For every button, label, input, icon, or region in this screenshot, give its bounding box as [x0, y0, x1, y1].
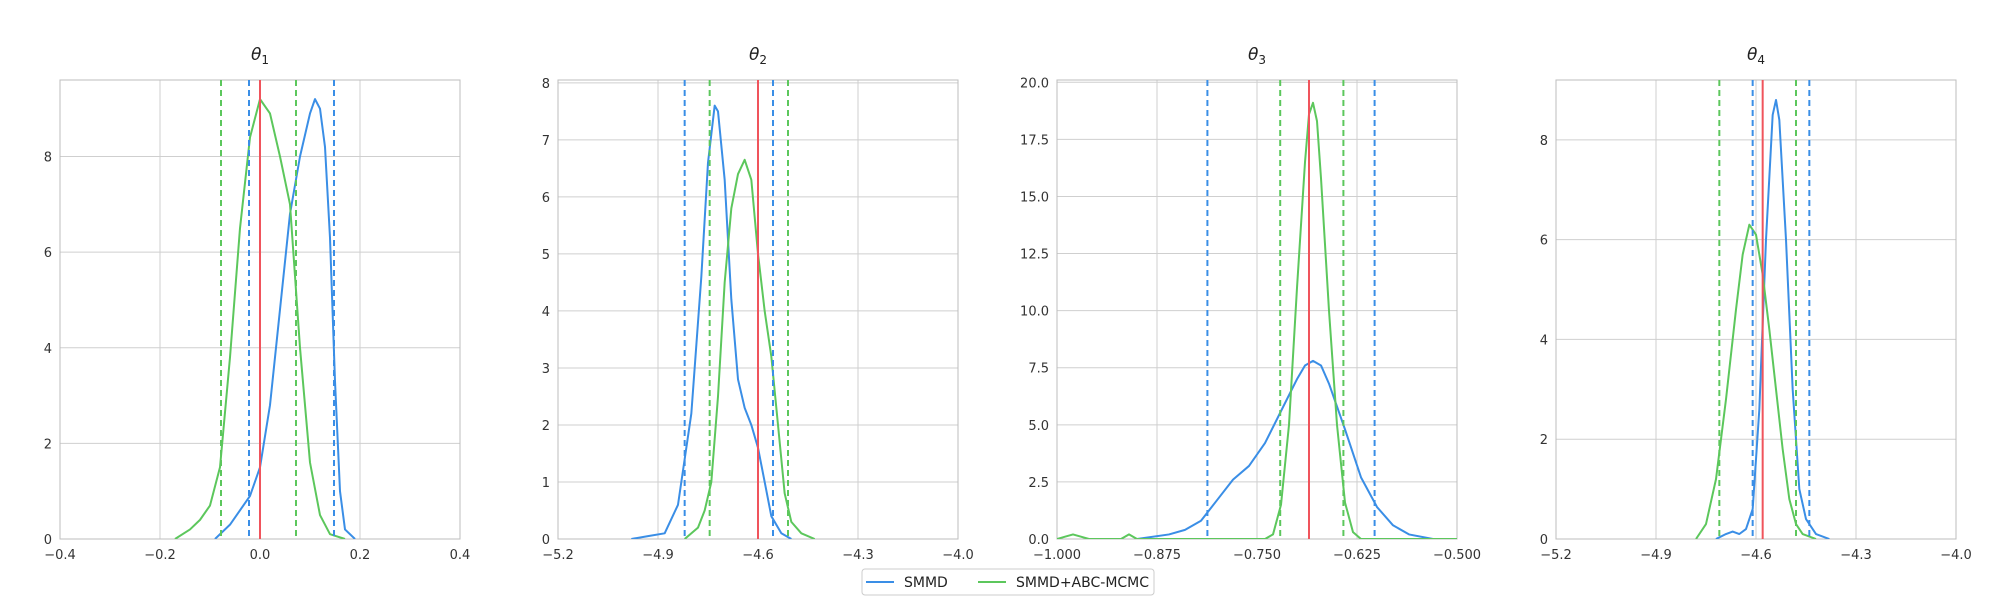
plot-content — [631, 80, 816, 539]
panels: −0.4 −0.2 0.0 0.2 0.4 0 2 4 6 8 θ1 −5.2 −4.9 −4.6 −4.3… — [44, 45, 1972, 563]
y-tick-label: 15.0 — [1020, 190, 1049, 205]
y-tick-label: 6 — [1540, 234, 1548, 249]
y-tick-label: 2 — [1540, 433, 1548, 448]
panel-title: θ3 — [1248, 45, 1266, 67]
y-tick-label: 2 — [44, 437, 52, 452]
x-tick-label: −0.4 — [44, 548, 76, 563]
y-tick-label: 20.0 — [1020, 76, 1049, 91]
y-tick-label: 10.0 — [1020, 305, 1049, 320]
legend-label-abc-mcmc: SMMD+ABC-MCMC — [1016, 575, 1149, 591]
y-tick-label: 12.5 — [1020, 248, 1049, 263]
y-tick-label: 17.5 — [1020, 133, 1049, 148]
x-tick-label: −4.9 — [1640, 548, 1672, 563]
x-tick-label: −0.625 — [1333, 548, 1381, 563]
legend-box — [861, 568, 1155, 596]
x-tick-label: −4.3 — [842, 548, 874, 563]
y-tick-label: 8 — [1540, 134, 1548, 149]
x-tick-label: −4.9 — [642, 548, 674, 563]
panel-title: θ4 — [1747, 45, 1765, 67]
y-tick-label: 5.0 — [1028, 419, 1049, 434]
x-tick-label: 0.2 — [350, 548, 371, 563]
plot-frame — [1555, 79, 1957, 540]
y-tick-label: 7 — [542, 134, 550, 149]
panel-theta-4: −5.2 −4.9 −4.6 −4.3 −4.0 0 2 4 6 8 θ4 — [1540, 45, 1972, 563]
x-tick-label: −5.2 — [1540, 548, 1572, 563]
x-tick-label: −0.875 — [1133, 548, 1181, 563]
y-tick-label: 4 — [1540, 333, 1548, 348]
plot-content — [174, 80, 356, 539]
x-tick-label: −1.000 — [1033, 548, 1081, 563]
panel-title: θ2 — [749, 45, 767, 67]
abc-mcmc-density-line — [1057, 101, 1457, 539]
x-tick-label: 0.4 — [450, 548, 471, 563]
y-tick-label: 1 — [542, 476, 550, 491]
x-tick-label: −4.6 — [1740, 548, 1772, 563]
y-tick-label: 0.0 — [1028, 533, 1049, 548]
plot-content — [1057, 80, 1457, 539]
y-tick-label: 2.5 — [1028, 476, 1049, 491]
x-tick-label: −0.2 — [144, 548, 176, 563]
y-tick-label: 8 — [542, 77, 550, 92]
x-tick-label: −4.3 — [1840, 548, 1872, 563]
x-tick-label: −5.2 — [542, 548, 574, 563]
panel-theta-1: −0.4 −0.2 0.0 0.2 0.4 0 2 4 6 8 θ1 — [44, 45, 471, 563]
y-tick-label: 0 — [44, 533, 52, 548]
legend-label-smmd: SMMD — [904, 575, 948, 591]
x-tick-label: −0.500 — [1433, 548, 1481, 563]
legend: SMMD SMMD+ABC-MCMC — [861, 568, 1155, 596]
panel-title: θ1 — [251, 45, 269, 67]
abc-mcmc-density-line — [684, 158, 816, 539]
panel-theta-2: −5.2 −4.9 −4.6 −4.3 −4.0 0 1 2 3 4 5 6 7 8 θ2 — [542, 45, 974, 563]
plot-content — [1695, 80, 1830, 539]
smmd-density-line — [631, 104, 792, 539]
y-tick-label: 7.5 — [1028, 362, 1049, 377]
y-tick-label: 0 — [1540, 533, 1548, 548]
y-tick-label: 8 — [44, 151, 52, 166]
y-tick-label: 0 — [542, 533, 550, 548]
y-tick-label: 5 — [542, 248, 550, 263]
abc-mcmc-density-line — [1695, 223, 1817, 539]
smmd-density-line — [1715, 98, 1830, 539]
x-tick-label: −4.0 — [942, 548, 974, 563]
smmd-density-line — [214, 98, 356, 539]
panel-theta-3: −1.000 −0.875 −0.750 −0.625 −0.500 0.0 2.5 5.0 7… — [1020, 45, 1481, 563]
x-tick-label: 0.0 — [250, 548, 271, 563]
x-tick-label: −0.750 — [1233, 548, 1281, 563]
y-tick-label: 4 — [542, 305, 550, 320]
y-tick-label: 3 — [542, 362, 550, 377]
y-tick-label: 2 — [542, 419, 550, 434]
x-tick-label: −4.6 — [742, 548, 774, 563]
y-tick-label: 6 — [542, 191, 550, 206]
y-tick-label: 4 — [44, 342, 52, 357]
x-tick-label: −4.0 — [1940, 548, 1972, 563]
y-tick-label: 6 — [44, 246, 52, 261]
